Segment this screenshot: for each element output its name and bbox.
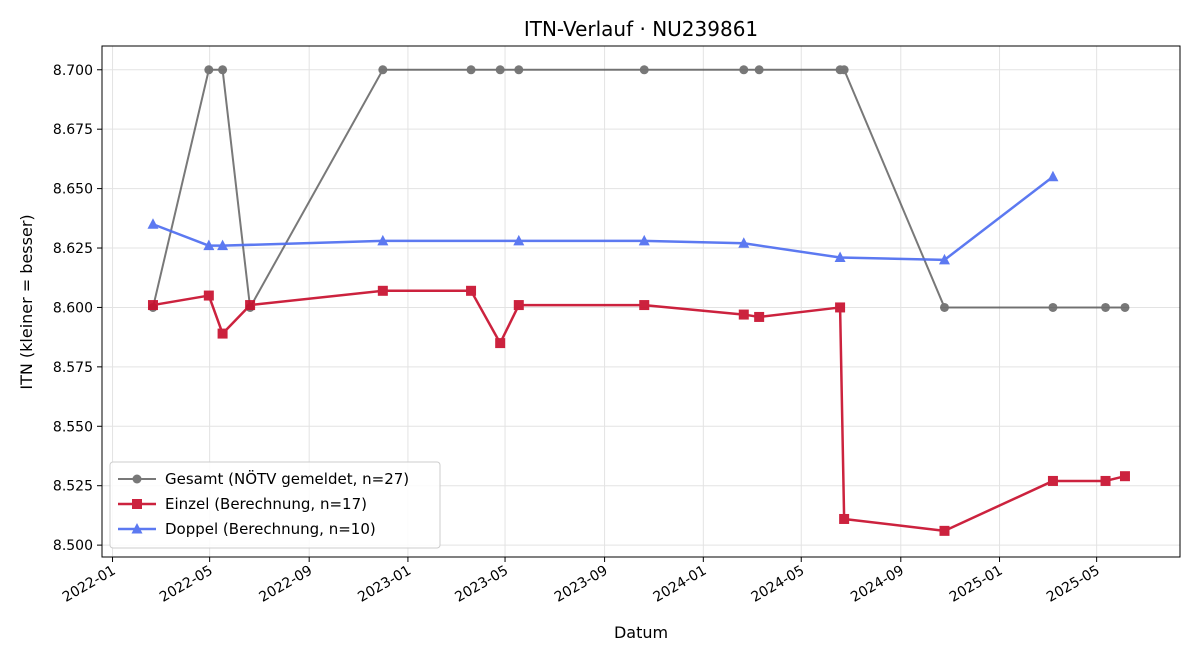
plot-frame xyxy=(101,45,1181,558)
x-tick-label: 2024-09 xyxy=(848,563,907,606)
y-tick-label: 8.650 xyxy=(53,182,93,198)
data-point xyxy=(513,234,525,246)
data-point xyxy=(495,338,506,349)
data-point xyxy=(217,328,228,339)
data-point xyxy=(147,218,159,229)
data-point xyxy=(1119,471,1130,482)
data-point xyxy=(1047,475,1058,486)
data-point xyxy=(835,302,846,313)
y-tick-label: 8.525 xyxy=(53,479,93,495)
data-point xyxy=(754,311,765,322)
data-point xyxy=(245,300,256,311)
data-point xyxy=(147,300,158,311)
x-tick-label: 2025-05 xyxy=(1044,563,1103,606)
y-axis: 8.500 8.525 8.550 8.575 8.600 8.625 8.650 8.675… xyxy=(53,63,102,554)
x-tick-label: 2023-01 xyxy=(355,563,414,606)
data-point xyxy=(639,65,649,75)
data-point xyxy=(1120,302,1130,312)
y-tick-label: 8.575 xyxy=(53,360,93,376)
data-point xyxy=(513,300,524,311)
x-axis-label: Datum xyxy=(614,623,668,642)
data-point xyxy=(377,234,389,246)
series-layer xyxy=(147,65,1130,536)
legend-box xyxy=(109,461,441,549)
data-point xyxy=(638,234,650,246)
data-point xyxy=(466,285,477,296)
x-tick-label: 2024-05 xyxy=(749,563,808,606)
x-tick-label: 2023-05 xyxy=(452,563,511,606)
data-point xyxy=(1101,302,1111,312)
legend-marker xyxy=(131,523,143,534)
legend-item xyxy=(118,499,156,509)
data-point xyxy=(217,239,229,251)
data-point xyxy=(739,65,749,75)
legend-label: Doppel (Berechnung, n=10) xyxy=(165,520,376,538)
x-tick-label: 2022-09 xyxy=(257,563,316,606)
data-point xyxy=(204,65,214,75)
data-point xyxy=(939,525,950,536)
data-point xyxy=(218,65,228,75)
y-tick-label: 8.700 xyxy=(53,63,93,79)
x-tick-label: 2022-01 xyxy=(60,563,119,606)
data-point xyxy=(839,513,850,524)
data-point xyxy=(839,65,849,75)
data-point xyxy=(377,285,388,296)
legend-label: Einzel (Berechnung, n=17) xyxy=(165,495,367,513)
data-point xyxy=(639,300,650,311)
legend-marker xyxy=(132,499,142,509)
series-line xyxy=(152,175,1054,262)
data-point xyxy=(378,65,388,75)
data-point xyxy=(466,65,476,75)
data-point xyxy=(514,65,524,75)
data-point xyxy=(1047,170,1059,182)
data-point xyxy=(938,253,950,265)
data-point xyxy=(203,239,215,251)
x-tick-label: 2023-09 xyxy=(552,563,611,606)
y-tick-label: 8.675 xyxy=(53,122,93,138)
data-point xyxy=(738,237,750,248)
data-point xyxy=(834,251,846,263)
series-1 xyxy=(148,65,1130,312)
series-3 xyxy=(147,170,1059,265)
x-tick-label: 2024-01 xyxy=(651,563,710,606)
x-axis: 2022-01 2022-05 2022-09 2023-01 2023-05 2023-… xyxy=(60,557,1103,606)
data-point xyxy=(495,65,505,75)
series-2 xyxy=(147,285,1130,536)
legend-item xyxy=(118,523,156,534)
data-point xyxy=(1100,475,1111,486)
y-tick-label: 8.600 xyxy=(53,300,93,316)
data-point xyxy=(939,302,949,312)
legend-item xyxy=(118,474,156,484)
data-point xyxy=(203,290,214,301)
x-tick-label: 2022-05 xyxy=(157,563,216,606)
legend: Gesamt (NÖTV gemeldet, n=27) Einzel (Bere… xyxy=(109,461,441,549)
y-axis-label: ITN (kleiner = besser) xyxy=(17,214,36,389)
legend-marker xyxy=(132,474,142,484)
y-tick-label: 8.550 xyxy=(53,419,93,435)
data-point xyxy=(1048,302,1058,312)
y-tick-label: 8.625 xyxy=(53,241,93,257)
y-tick-label: 8.500 xyxy=(53,538,93,554)
chart-title: ITN-Verlauf · NU239861 xyxy=(524,17,758,41)
data-point xyxy=(754,65,764,75)
x-tick-label: 2025-01 xyxy=(947,563,1006,606)
legend-label: Gesamt (NÖTV gemeldet, n=27) xyxy=(165,469,409,488)
data-point xyxy=(738,309,749,320)
